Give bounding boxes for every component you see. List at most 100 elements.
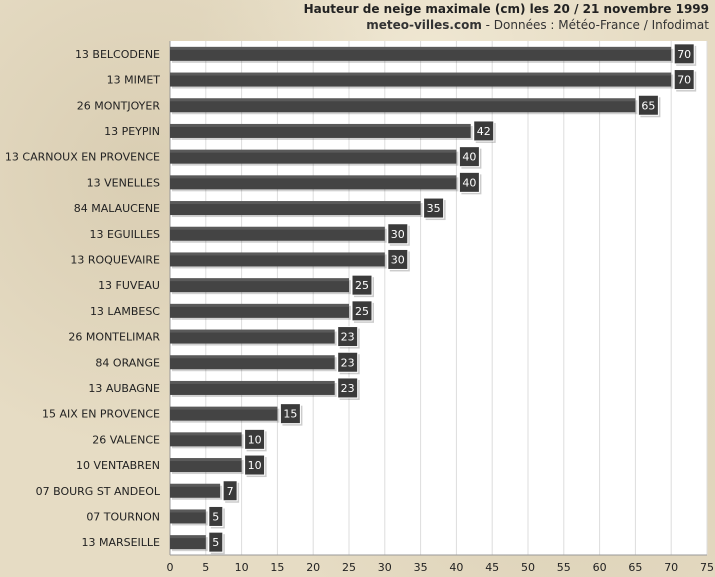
data-label: 25: [355, 305, 369, 318]
plot-area: [170, 41, 707, 555]
x-tick-label: 40: [449, 561, 463, 574]
x-tick-label: 20: [306, 561, 320, 574]
bar: [170, 355, 335, 370]
data-label: 23: [341, 356, 355, 369]
data-label-box: [351, 274, 373, 296]
category-label: 13 VENELLES: [87, 176, 160, 189]
data-label-box: [351, 300, 373, 322]
data-label: 30: [391, 253, 405, 266]
bar-highlight: [170, 535, 206, 539]
category-label: 13 AUBAGNE: [88, 382, 160, 395]
bar: [170, 123, 471, 138]
category-label: 13 MARSEILLE: [81, 536, 160, 549]
bar: [170, 483, 221, 498]
bar: [170, 98, 636, 113]
x-tick-label: 70: [664, 561, 678, 574]
category-label: 13 PEYPIN: [104, 125, 160, 138]
data-label: 7: [227, 485, 234, 498]
data-label-box: [337, 351, 359, 373]
category-label: 07 TOURNON: [86, 510, 160, 523]
data-label-box: [673, 43, 695, 65]
bar-highlight: [170, 509, 206, 513]
bar: [170, 432, 242, 447]
category-label: 13 ROQUEVAIRE: [70, 253, 160, 266]
data-label-box: [637, 94, 659, 116]
x-tick-label: 75: [700, 561, 714, 574]
data-label: 23: [341, 382, 355, 395]
bar: [170, 380, 335, 395]
category-label: 84 MALAUCENE: [74, 202, 160, 215]
x-tick-label: 15: [270, 561, 284, 574]
x-tick-label: 35: [414, 561, 428, 574]
category-label: 13 MIMET: [107, 74, 161, 87]
x-tick-label: 60: [593, 561, 607, 574]
chart-header: Hauteur de neige maximale (cm) les 20 / …: [304, 1, 709, 33]
bar: [170, 149, 457, 164]
data-label: 23: [341, 331, 355, 344]
bar: [170, 458, 242, 473]
category-label: 13 EGUILLES: [90, 228, 160, 241]
category-label: 84 ORANGE: [95, 356, 160, 369]
bar-highlight: [170, 226, 385, 230]
x-tick-label: 65: [628, 561, 642, 574]
data-label: 15: [283, 408, 297, 421]
bar: [170, 329, 335, 344]
bar-highlight: [170, 123, 471, 127]
category-label: 10 VENTABREN: [76, 459, 160, 472]
bar: [170, 406, 278, 421]
x-tick-label: 45: [485, 561, 499, 574]
data-label: 40: [462, 176, 476, 189]
data-label-box: [337, 377, 359, 399]
category-label: 26 MONTELIMAR: [68, 331, 160, 344]
bar: [170, 535, 206, 550]
data-label-box: [387, 223, 409, 245]
bar: [170, 72, 672, 87]
source-credits: - Données : Météo-France / Infodimat: [481, 18, 709, 32]
bar-highlight: [170, 329, 335, 333]
chart-title: Hauteur de neige maximale (cm) les 20 / …: [303, 2, 709, 16]
source-site: meteo-villes.com: [366, 18, 482, 32]
x-tick-label: 50: [521, 561, 535, 574]
bar-highlight: [170, 46, 672, 50]
x-tick-label: 10: [235, 561, 249, 574]
bar-highlight: [170, 406, 278, 410]
bar: [170, 226, 385, 241]
data-label-box: [244, 428, 266, 450]
data-label: 25: [355, 279, 369, 292]
bar-highlight: [170, 432, 242, 436]
category-label: 15 AIX EN PROVENCE: [42, 408, 160, 421]
data-label: 10: [248, 459, 262, 472]
data-label: 70: [677, 74, 691, 87]
data-label-box: [279, 403, 301, 425]
data-label: 30: [391, 228, 405, 241]
category-label: 13 FUVEAU: [98, 279, 160, 292]
bar-highlight: [170, 355, 335, 359]
bar-highlight: [170, 278, 349, 282]
data-label: 70: [677, 48, 691, 61]
category-label: 13 BELCODENE: [75, 48, 160, 61]
x-tick-label: 55: [557, 561, 571, 574]
bar-highlight: [170, 201, 421, 205]
category-label: 26 MONTJOYER: [77, 99, 161, 112]
category-label: 07 BOURG ST ANDEOL: [36, 485, 161, 498]
data-label-box: [222, 480, 238, 502]
bar: [170, 201, 421, 216]
bar: [170, 278, 349, 293]
chart-source-line: meteo-villes.com - Données : Météo-Franc…: [304, 17, 709, 33]
bar: [170, 46, 672, 61]
bar-highlight: [170, 175, 457, 179]
bar: [170, 303, 349, 318]
data-label: 40: [462, 151, 476, 164]
data-label: 5: [212, 510, 219, 523]
bar-highlight: [170, 380, 335, 384]
data-label: 65: [641, 99, 655, 112]
data-label-box: [458, 146, 480, 168]
bar-highlight: [170, 149, 457, 153]
data-label-box: [244, 454, 266, 476]
bar: [170, 252, 385, 267]
data-label-box: [337, 326, 359, 348]
data-label: 42: [477, 125, 491, 138]
bar-highlight: [170, 252, 385, 256]
x-tick-label: 0: [167, 561, 174, 574]
